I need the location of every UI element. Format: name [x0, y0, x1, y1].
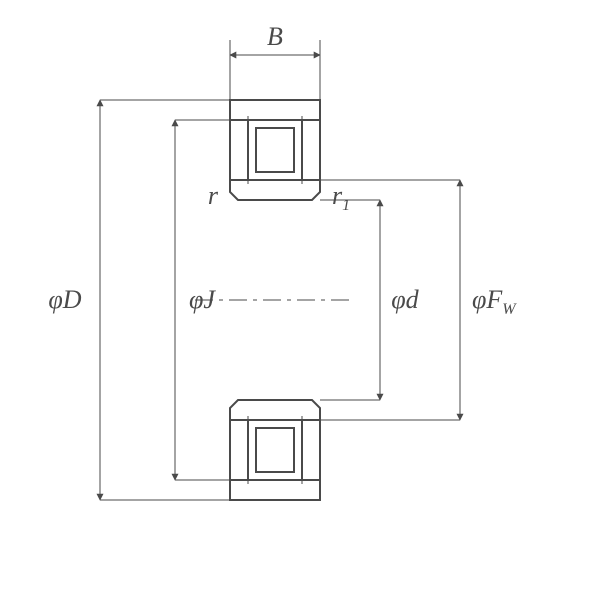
label-Fw: φFW [472, 285, 517, 318]
bearing-cross-section-diagram: BφD φJ φd φFW r r1 [0, 0, 600, 600]
label-d: φd [391, 285, 419, 314]
drawing-group: BφD φJ φd φFW r r1 [48, 22, 517, 500]
label-D: φD [48, 285, 81, 314]
label-J: φJ [189, 285, 216, 314]
label-r1: r1 [332, 181, 350, 214]
label-B: B [267, 22, 283, 51]
label-r: r [208, 181, 219, 210]
